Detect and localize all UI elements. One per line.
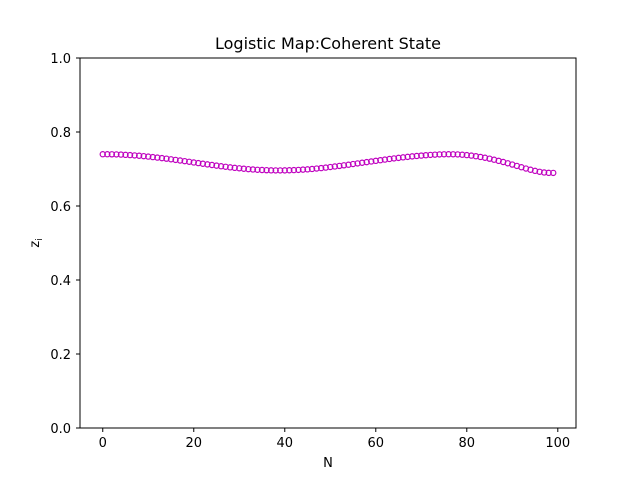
chart-title: Logistic Map:Coherent State bbox=[215, 34, 441, 53]
data-point bbox=[395, 154, 402, 162]
data-point bbox=[117, 151, 125, 158]
y-tick-label: 0.8 bbox=[50, 126, 71, 141]
data-point bbox=[158, 154, 166, 162]
data-point bbox=[463, 151, 470, 159]
data-point bbox=[113, 151, 120, 158]
data-point bbox=[459, 151, 466, 158]
data-point bbox=[422, 151, 430, 159]
data-point bbox=[154, 154, 161, 161]
data-point bbox=[418, 152, 425, 159]
data-point bbox=[281, 167, 288, 174]
data-point bbox=[317, 164, 325, 172]
x-axis-ticks: 0 20 40 60 80 100 bbox=[99, 428, 570, 451]
data-point bbox=[277, 167, 284, 174]
data-point bbox=[249, 166, 257, 173]
data-point bbox=[449, 151, 457, 158]
x-tick-label: 40 bbox=[276, 436, 293, 451]
y-axis-label-subscript: i bbox=[35, 238, 45, 241]
data-point bbox=[267, 167, 275, 174]
data-point bbox=[545, 169, 552, 177]
data-point bbox=[327, 163, 334, 171]
data-point bbox=[108, 151, 116, 158]
data-point bbox=[236, 165, 243, 172]
data-point bbox=[413, 152, 420, 160]
data-point bbox=[454, 151, 461, 158]
y-tick-label: 1.0 bbox=[50, 52, 71, 67]
plot-frame bbox=[79, 57, 577, 429]
data-point bbox=[322, 164, 329, 171]
data-point bbox=[245, 165, 252, 173]
data-point bbox=[308, 165, 316, 173]
x-axis-label: N bbox=[323, 456, 333, 471]
data-point bbox=[149, 153, 157, 161]
data-point bbox=[550, 169, 557, 177]
y-tick-label: 0.4 bbox=[50, 274, 71, 289]
data-point bbox=[104, 151, 111, 158]
data-point bbox=[263, 166, 270, 174]
data-point bbox=[331, 163, 339, 170]
data-point bbox=[431, 151, 439, 158]
data-point bbox=[313, 165, 320, 172]
data-point bbox=[404, 153, 411, 161]
data-point bbox=[131, 152, 138, 159]
data-point bbox=[145, 153, 152, 160]
data-point bbox=[122, 151, 129, 159]
x-tick-label: 100 bbox=[545, 436, 570, 451]
data-point bbox=[286, 167, 293, 174]
x-tick-label: 0 bbox=[99, 436, 107, 451]
data-point bbox=[99, 151, 106, 158]
data-point bbox=[427, 151, 434, 159]
data-point bbox=[126, 151, 134, 159]
data-point bbox=[226, 164, 234, 171]
data-point bbox=[254, 166, 261, 173]
data-point bbox=[399, 154, 407, 161]
data-point bbox=[299, 166, 307, 173]
data-point bbox=[445, 151, 452, 158]
data-point bbox=[222, 163, 229, 170]
data-point bbox=[290, 166, 298, 174]
data-point bbox=[390, 155, 398, 162]
data-point bbox=[304, 166, 311, 173]
data-point bbox=[140, 152, 147, 160]
data-point bbox=[540, 169, 548, 176]
data-point bbox=[440, 151, 448, 158]
data-point bbox=[436, 151, 443, 158]
y-axis-label-base: z bbox=[28, 241, 43, 248]
data-point bbox=[386, 155, 393, 163]
plot-layer bbox=[99, 151, 557, 177]
data-point bbox=[272, 167, 279, 174]
y-tick-label: 0.6 bbox=[50, 200, 71, 215]
data-point bbox=[258, 166, 266, 174]
y-tick-label: 0.2 bbox=[50, 348, 71, 363]
data-point bbox=[295, 166, 302, 174]
y-tick-label: 0.0 bbox=[50, 422, 71, 437]
data-point bbox=[231, 164, 238, 172]
data-point bbox=[240, 165, 248, 172]
data-point bbox=[135, 152, 143, 159]
x-tick-label: 60 bbox=[368, 436, 385, 451]
y-axis-ticks: 0.0 0.2 0.4 0.6 0.8 1.0 bbox=[50, 52, 80, 437]
x-tick-label: 20 bbox=[185, 436, 202, 451]
data-point bbox=[217, 163, 225, 170]
data-point bbox=[408, 153, 416, 160]
x-tick-label: 80 bbox=[459, 436, 476, 451]
y-axis-label: zi bbox=[28, 238, 45, 247]
